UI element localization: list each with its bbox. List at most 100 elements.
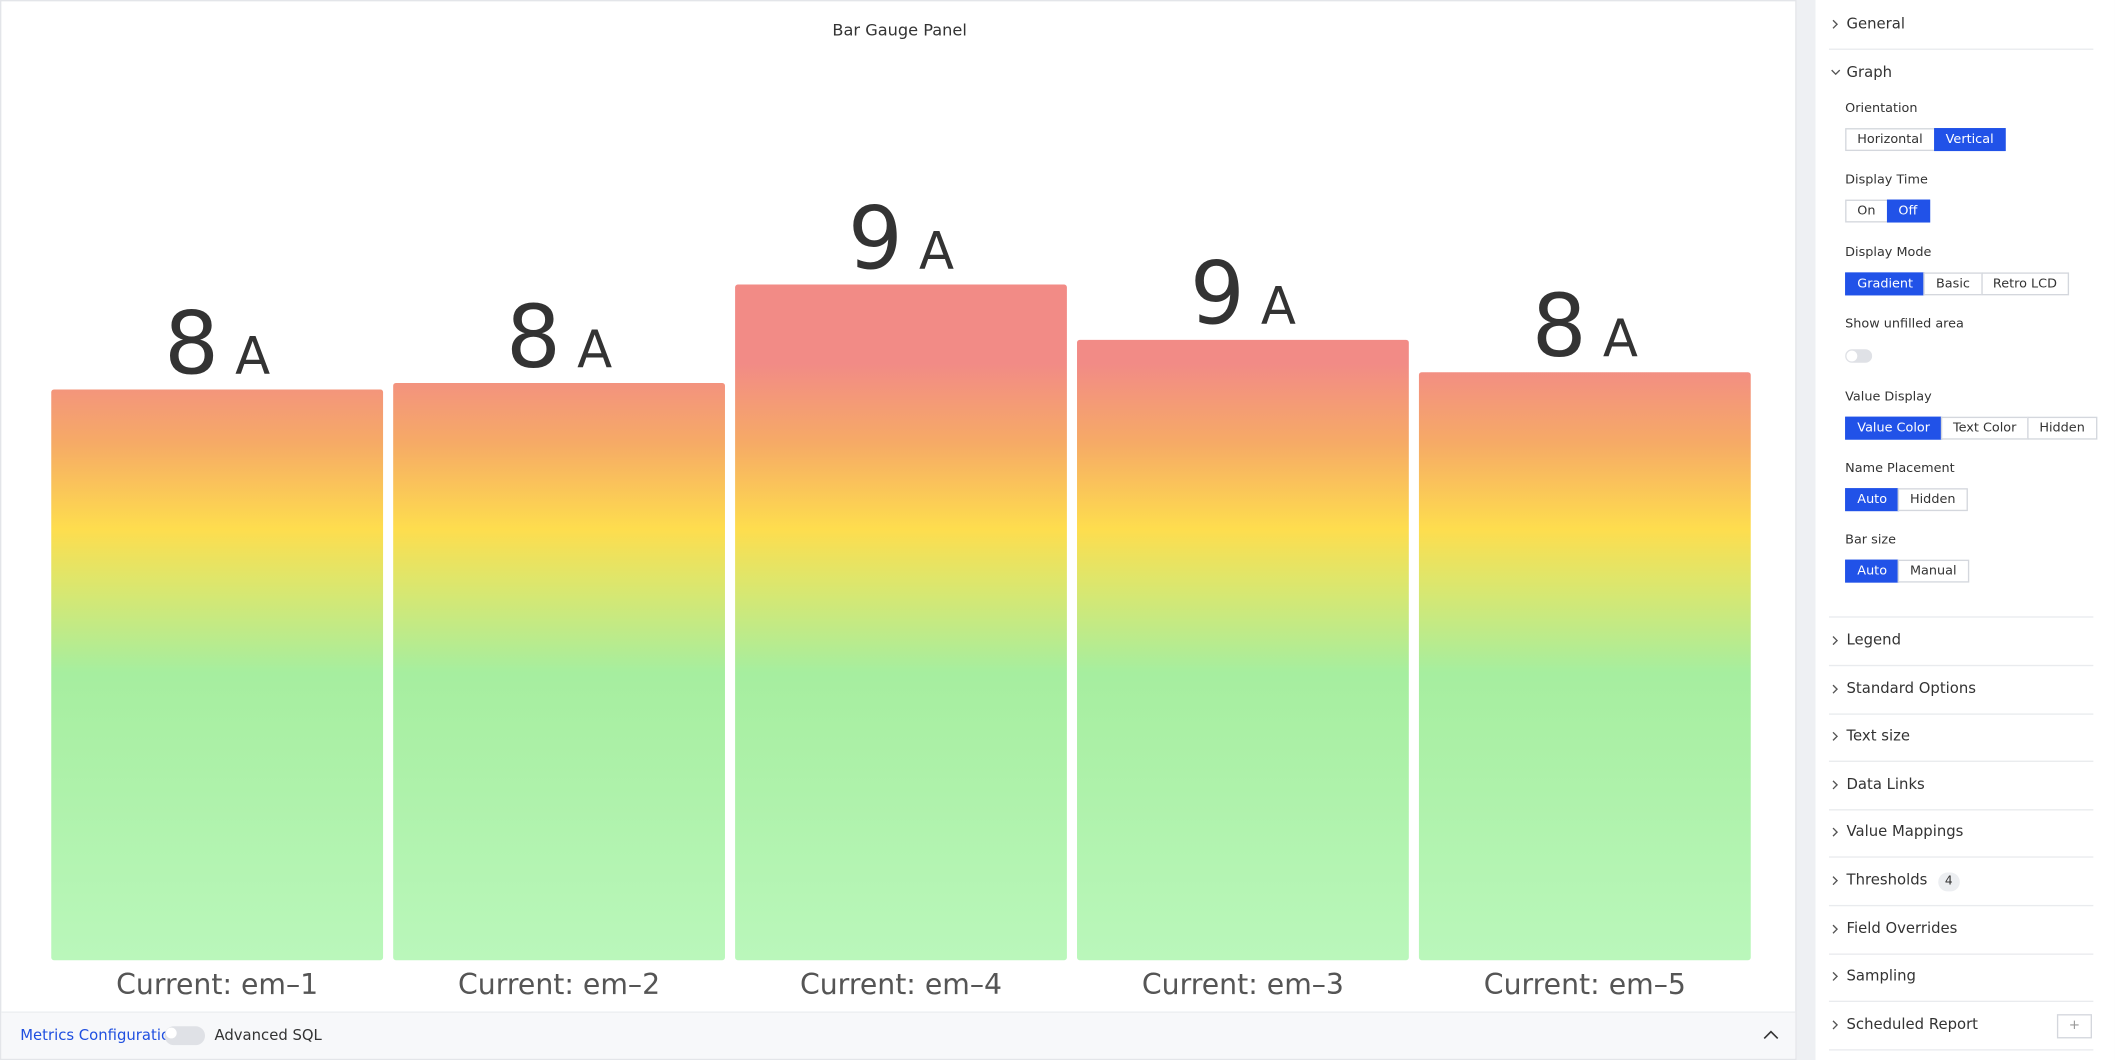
value-number: 8 — [506, 288, 561, 388]
option-button[interactable]: Horizontal — [1845, 128, 1935, 152]
option-button[interactable]: Basic — [1923, 272, 1983, 296]
chevron[interactable] — [1830, 971, 1841, 982]
section-text: Value Mappings — [1846, 823, 1964, 841]
value-number: 8 — [1532, 277, 1587, 377]
option-button[interactable]: Gradient — [1845, 272, 1926, 296]
category-label: Current: em–1 — [116, 968, 318, 1001]
chevron-path — [1832, 684, 1839, 694]
option-button[interactable]: Text Color — [1940, 416, 2029, 440]
section-text: Legend — [1846, 631, 1902, 649]
chevron[interactable] — [1830, 875, 1841, 886]
metrics-link[interactable]: Metrics Configuration — [20, 1026, 180, 1044]
section-title[interactable]: Thresholds 4 — [1846, 871, 1960, 892]
toggle[interactable] — [1845, 349, 1873, 364]
chevron-path — [1832, 780, 1839, 790]
add-button[interactable]: + — [2056, 1013, 2092, 1039]
section-title[interactable]: Standard Options — [1847, 679, 1976, 697]
button-group: Horizontal Vertical — [1845, 128, 2006, 152]
chevron-path — [1832, 1020, 1839, 1030]
chevron[interactable] — [1830, 67, 1841, 78]
value-number: 8 — [164, 294, 219, 394]
section-title[interactable]: General — [1846, 14, 1905, 33]
chevron[interactable] — [1830, 731, 1841, 742]
value-unit: A — [1261, 277, 1296, 337]
option-label: Orientation — [1845, 101, 1918, 116]
separator — [1828, 712, 2094, 715]
option-button[interactable]: Value Color — [1845, 416, 1943, 440]
bar — [1077, 339, 1409, 961]
chevron[interactable] — [1830, 827, 1841, 838]
chevron[interactable] — [1830, 1019, 1841, 1030]
section-text: Thresholds — [1846, 871, 1928, 889]
section-title[interactable]: Value Mappings — [1847, 823, 1964, 841]
section-title[interactable]: Field Overrides — [1847, 919, 1958, 937]
section-title[interactable]: Text size — [1847, 727, 1910, 745]
option-label: Value Display — [1845, 389, 1932, 405]
option-button[interactable]: Manual — [1897, 560, 1969, 584]
chevron[interactable] — [1830, 779, 1841, 790]
chevron-path — [1832, 972, 1839, 982]
bar — [51, 389, 384, 961]
option-button[interactable]: On — [1845, 200, 1888, 224]
sidebar: General Graph Orientation Horizontal Vertica… — [1815, 0, 2115, 1060]
section-title[interactable]: Sampling — [1847, 967, 1916, 985]
button-group: Gradient Basic Retro LCD — [1845, 272, 2070, 296]
section-title[interactable]: Data Links — [1847, 775, 1925, 793]
option-button[interactable]: Auto — [1845, 560, 1900, 584]
separator — [1828, 952, 2094, 955]
collapse-icon[interactable] — [1763, 1029, 1779, 1042]
value-unit: A — [235, 326, 270, 386]
option-label: Display Mode — [1845, 245, 1932, 261]
separator — [1828, 616, 2094, 618]
button-group: On Off — [1845, 200, 1930, 224]
chevron-path — [1832, 828, 1839, 838]
chevron[interactable] — [1830, 635, 1841, 646]
section-text: Standard Options — [1846, 679, 1976, 697]
chevron[interactable] — [1830, 923, 1841, 934]
badge: 4 — [1938, 872, 1960, 892]
option-button[interactable]: Hidden — [2027, 416, 2097, 440]
section-title[interactable]: Legend — [1847, 631, 1902, 649]
option-button[interactable]: Hidden — [1897, 488, 1968, 512]
option-button[interactable]: Retro LCD — [1980, 272, 2070, 296]
value-unit: A — [1603, 309, 1638, 369]
option-button[interactable]: Off — [1886, 200, 1930, 224]
bar — [735, 284, 1067, 961]
separator — [1828, 760, 2094, 763]
value-number: 9 — [1190, 245, 1245, 345]
footer: Metrics Configuration Advanced SQL — [1, 1011, 1796, 1059]
separator — [1828, 1000, 2094, 1003]
category-label: Current: em–4 — [800, 968, 1002, 1001]
chevron-path — [1832, 636, 1839, 646]
value-number: 9 — [848, 189, 903, 289]
section-text: Data Links — [1846, 775, 1925, 793]
section-title[interactable]: Graph — [1846, 63, 1893, 81]
chevron[interactable] — [1830, 19, 1841, 30]
chevron-path — [1831, 69, 1841, 76]
section-text: Scheduled Report — [1846, 1015, 1979, 1033]
bar — [393, 383, 725, 961]
chevron-path — [1832, 19, 1839, 29]
section-title[interactable]: Scheduled Report — [1847, 1015, 1979, 1033]
button-group: Auto Hidden — [1845, 488, 1968, 512]
category-label: Current: em–3 — [1142, 968, 1344, 1001]
sql-toggle[interactable] — [164, 1026, 206, 1046]
separator — [1828, 1048, 2094, 1051]
bar — [1418, 372, 1751, 961]
separator — [1828, 808, 2094, 811]
category-label: Current: em–5 — [1484, 968, 1686, 1001]
section-text: Sampling — [1846, 967, 1916, 985]
value-unit: A — [919, 221, 954, 281]
section-text: Field Overrides — [1846, 919, 1958, 937]
option-label: Name Placement — [1845, 461, 1955, 477]
option-button[interactable]: Auto — [1845, 488, 1900, 512]
chevron[interactable] — [1830, 683, 1841, 694]
option-button[interactable]: Vertical — [1933, 128, 2006, 152]
button-group: Value Color Text Color Hidden — [1845, 416, 2097, 440]
